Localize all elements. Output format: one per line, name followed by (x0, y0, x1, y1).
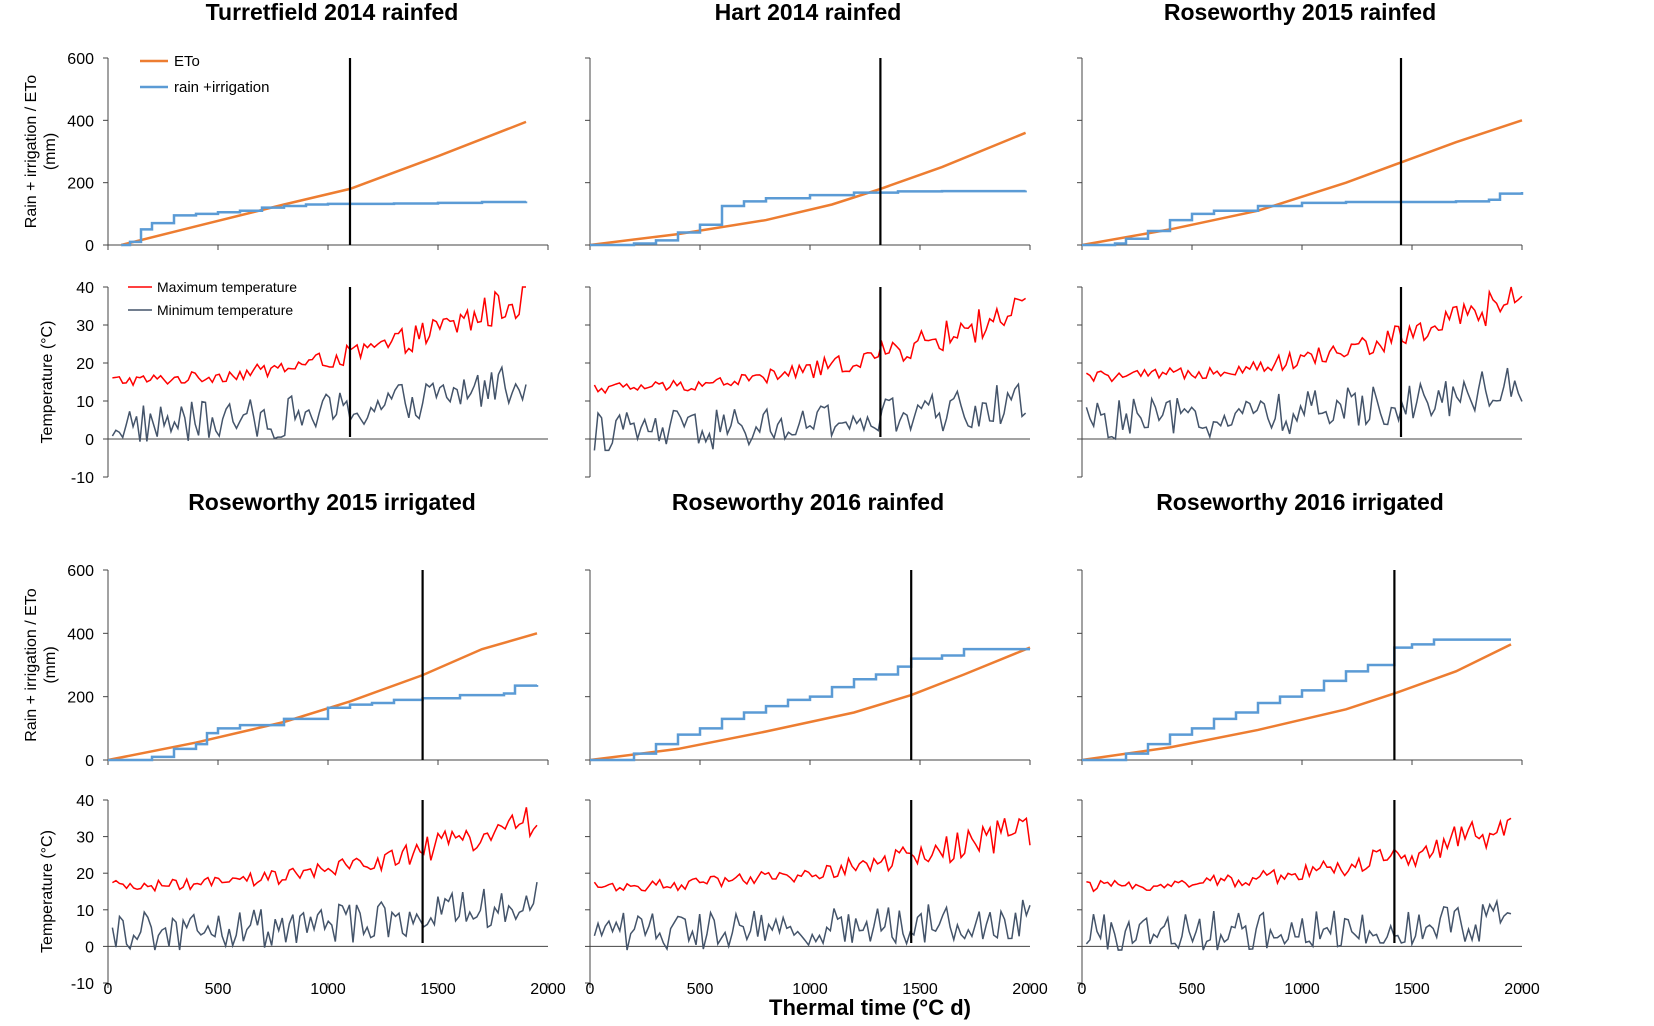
min-temperature-line (1085, 898, 1512, 951)
panel-title: Roseworthy 2015 irrigated (188, 489, 476, 515)
rain-irrigation-line (121, 200, 528, 247)
rain-y-axis-label-unit: (mm) (42, 646, 59, 683)
panel-roseworthy-2015-rainfed: Roseworthy 2015 rainfed (1077, 0, 1524, 478)
temp-y-tick-label: 20 (76, 866, 94, 883)
panel-title: Turretfield 2014 rainfed (206, 0, 459, 25)
min-temperature-line (111, 364, 527, 442)
temp-y-tick-label: -10 (71, 470, 94, 487)
rain-y-tick-label: 400 (67, 113, 94, 130)
panel-roseworthy-2015-irrigated: Roseworthy 2015 irrigated0200400600-1001… (23, 489, 566, 998)
rain-y-tick-label: 600 (67, 563, 94, 580)
rain-y-tick-label: 400 (67, 626, 94, 643)
temp-y-tick-label: 40 (76, 793, 94, 810)
x-tick-label: 500 (1179, 981, 1206, 998)
panel-hart-2014-rainfed: Hart 2014 rainfed (585, 0, 1031, 478)
rain-y-axis-label: Rain + irrigation / ETo (23, 75, 40, 229)
panel-roseworthy-2016-irrigated: Roseworthy 2016 irrigated 0 500 1000 1500 200… (1077, 489, 1540, 998)
max-temperature-line (112, 807, 538, 893)
temp-y-tick-label: 30 (76, 830, 94, 847)
rain-y-tick-label: 0 (85, 238, 94, 255)
x-tick-label: 2000 (1012, 981, 1048, 998)
temp-y-tick-label: 40 (76, 280, 94, 297)
rain-irrigation-line (1082, 638, 1511, 762)
temp-y-tick-label: 0 (85, 939, 94, 956)
min-temperature-line (1085, 367, 1523, 441)
temp-y-tick-label: 30 (76, 318, 94, 335)
max-temperature-line (1085, 286, 1523, 383)
x-tick-label: 2000 (530, 981, 566, 998)
x-tick-label: 2000 (1504, 981, 1540, 998)
temp-y-axis-label: Temperature (°C) (39, 830, 56, 953)
temp-y-tick-label: 10 (76, 394, 94, 411)
max-temperature-line (1086, 817, 1512, 893)
x-tick-label: 500 (205, 981, 232, 998)
max-temperature-line (112, 286, 526, 387)
x-tick-label: 1500 (420, 981, 456, 998)
x-axis-label: Thermal time (°C d) (769, 995, 971, 1020)
legend-label: Maximum temperature (157, 279, 297, 295)
rain-y-tick-label: 0 (85, 753, 94, 770)
rain-y-tick-label: 200 (67, 690, 94, 707)
x-tick-label: 1000 (1284, 981, 1320, 998)
min-temperature-line (593, 382, 1027, 452)
temp-y-tick-label: 0 (85, 432, 94, 449)
panel-roseworthy-2016-rainfed: Roseworthy 2016 rainfed 0 500 1000 1500 2000 (585, 489, 1048, 998)
x-tick-label: 1500 (902, 981, 938, 998)
x-tick-label: 0 (1078, 981, 1087, 998)
x-tick-label: 1000 (792, 981, 828, 998)
eto-line (589, 131, 1027, 247)
legend: ETo rain +irrigation Maximum temperature Mi… (128, 53, 297, 318)
legend-label: ETo (174, 53, 200, 70)
x-tick-label: 500 (687, 981, 714, 998)
rain-y-tick-label: 600 (67, 51, 94, 68)
max-temperature-line (593, 297, 1027, 395)
panel-turretfield-2014-rainfed: Turretfield 2014 rainfed 0 200 400 600 -10 0 10… (23, 0, 549, 487)
x-tick-label: 0 (104, 981, 113, 998)
rain-irrigation-line (590, 189, 1027, 247)
legend-label: Minimum temperature (157, 302, 293, 318)
rain-irrigation-line (1082, 192, 1524, 247)
eto-line (1081, 119, 1523, 247)
panel-title: Hart 2014 rainfed (715, 0, 902, 25)
panel-title: Roseworthy 2016 rainfed (672, 489, 944, 515)
max-temperature-line (593, 816, 1031, 892)
rain-irrigation-line (108, 684, 539, 762)
x-tick-label: 1500 (1394, 981, 1430, 998)
rain-y-axis-label-unit: (mm) (42, 133, 59, 170)
x-tick-label: 0 (586, 981, 595, 998)
temp-y-tick-label: 20 (76, 356, 94, 373)
panel-title: Roseworthy 2015 rainfed (1164, 0, 1436, 25)
temp-y-tick-label: -10 (71, 976, 94, 993)
legend-label: rain +irrigation (174, 79, 269, 96)
eto-line (589, 646, 1031, 762)
temp-y-axis-label: Temperature (°C) (39, 321, 56, 444)
min-temperature-line (593, 899, 1031, 952)
eto-line (1081, 643, 1512, 762)
eto-line (107, 632, 538, 762)
rain-y-axis-label: Rain + irrigation / ETo (23, 588, 40, 742)
x-tick-label: 1000 (310, 981, 346, 998)
min-temperature-line (111, 881, 538, 951)
temp-y-tick-label: 10 (76, 903, 94, 920)
panel-title: Roseworthy 2016 irrigated (1156, 489, 1444, 515)
eto-line (120, 120, 527, 247)
rain-irrigation-line (590, 647, 1030, 762)
rain-y-tick-label: 200 (67, 176, 94, 193)
